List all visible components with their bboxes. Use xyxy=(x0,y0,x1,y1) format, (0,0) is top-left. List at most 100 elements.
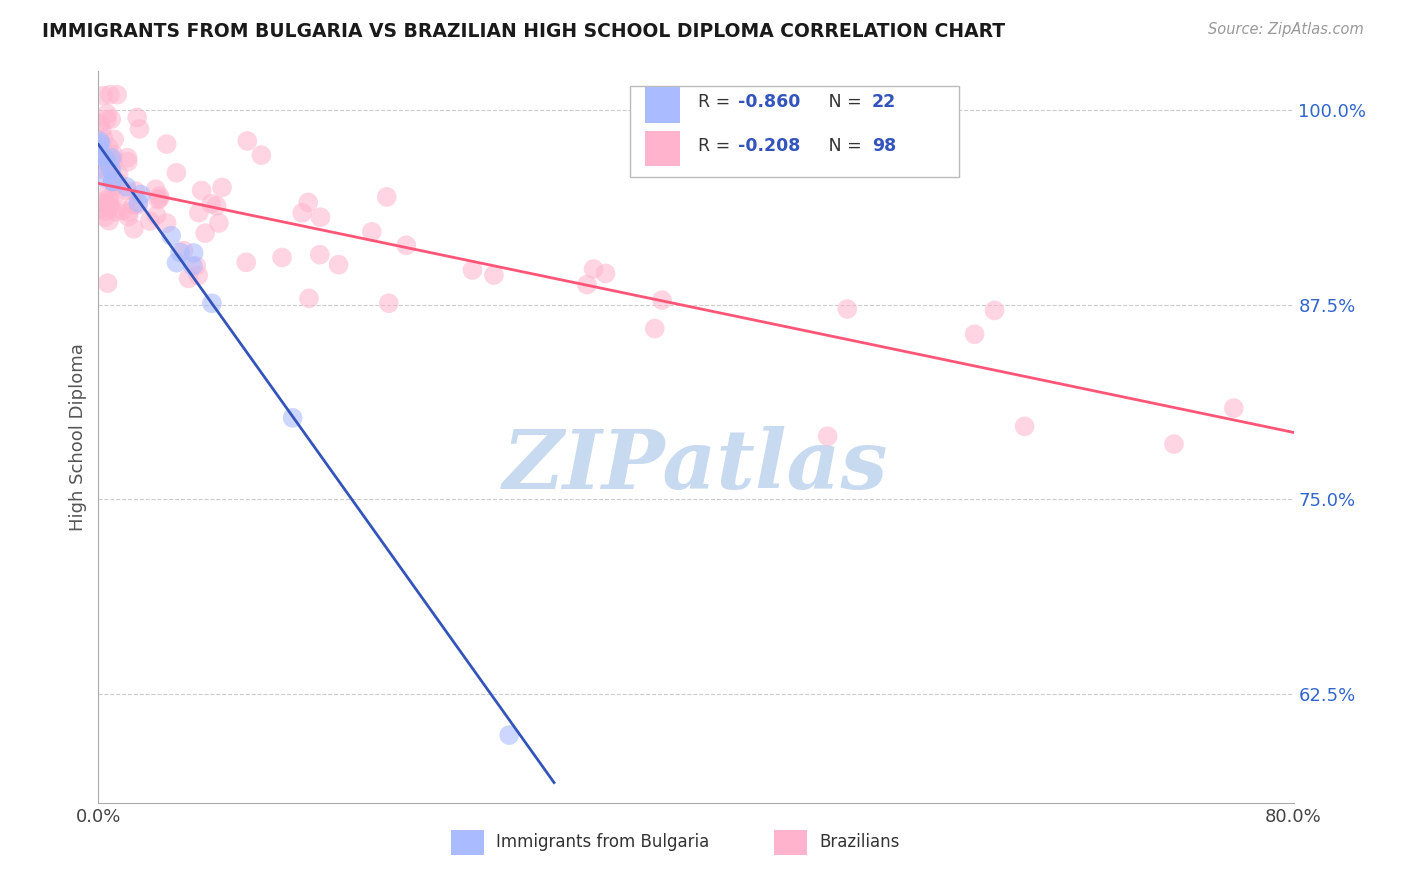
Point xyxy=(166,255,188,269)
Point xyxy=(122,222,145,236)
Point xyxy=(200,196,222,211)
Point xyxy=(115,184,138,198)
Point xyxy=(482,268,505,282)
Point xyxy=(983,303,1005,318)
Text: 98: 98 xyxy=(872,137,896,155)
Point xyxy=(281,410,304,425)
Point xyxy=(94,204,117,219)
Point xyxy=(89,136,111,151)
Point xyxy=(461,263,484,277)
Text: Brazilians: Brazilians xyxy=(820,833,900,851)
Point xyxy=(97,156,120,170)
Point xyxy=(91,170,114,185)
Point xyxy=(308,248,330,262)
Point xyxy=(124,184,146,198)
Point xyxy=(101,175,124,189)
FancyBboxPatch shape xyxy=(644,131,681,167)
Point xyxy=(100,201,122,215)
Point xyxy=(165,166,187,180)
Text: Source: ZipAtlas.com: Source: ZipAtlas.com xyxy=(1208,22,1364,37)
Point xyxy=(101,153,124,168)
Point xyxy=(90,123,112,137)
Point xyxy=(1014,419,1036,434)
Point xyxy=(201,296,224,310)
Point xyxy=(101,170,124,185)
Point xyxy=(97,276,120,290)
Point xyxy=(98,199,121,213)
Text: -0.208: -0.208 xyxy=(738,137,800,155)
Point xyxy=(183,246,205,260)
Point xyxy=(93,153,115,167)
Point xyxy=(187,268,209,283)
Point xyxy=(90,194,112,209)
Point xyxy=(177,271,200,285)
Point xyxy=(837,301,859,316)
Point xyxy=(105,87,128,102)
Point xyxy=(104,176,127,190)
Text: N =: N = xyxy=(811,137,868,155)
Point xyxy=(91,161,114,176)
Point xyxy=(87,140,110,154)
Point xyxy=(291,206,314,220)
Point xyxy=(87,151,110,165)
Point xyxy=(105,205,128,219)
Point xyxy=(90,151,112,165)
Text: ZIPatlas: ZIPatlas xyxy=(503,426,889,507)
Point xyxy=(98,194,121,208)
Point xyxy=(103,147,125,161)
Point xyxy=(651,293,673,307)
Point xyxy=(145,182,167,196)
Point xyxy=(97,140,120,154)
Point xyxy=(1223,401,1246,415)
Point xyxy=(101,174,124,188)
FancyBboxPatch shape xyxy=(644,87,681,122)
Point xyxy=(298,292,321,306)
Point xyxy=(156,216,179,230)
Point xyxy=(156,137,179,152)
Point xyxy=(146,193,169,207)
Point xyxy=(96,107,118,121)
Point xyxy=(498,728,520,742)
Point xyxy=(963,327,986,342)
Y-axis label: High School Diploma: High School Diploma xyxy=(69,343,87,531)
Point xyxy=(181,259,204,273)
Point xyxy=(100,162,122,177)
Point xyxy=(94,210,117,224)
Point xyxy=(97,191,120,205)
Point xyxy=(96,112,118,127)
Text: R =: R = xyxy=(699,137,737,155)
Text: R =: R = xyxy=(699,93,737,112)
Point xyxy=(378,296,401,310)
Point xyxy=(297,195,319,210)
Point xyxy=(186,259,208,273)
Point xyxy=(236,134,259,148)
Point xyxy=(128,122,150,136)
FancyBboxPatch shape xyxy=(451,830,485,855)
Point xyxy=(194,226,217,240)
Point xyxy=(1163,437,1185,451)
Point xyxy=(271,251,294,265)
FancyBboxPatch shape xyxy=(773,830,807,855)
Point xyxy=(169,245,191,260)
Point xyxy=(595,266,617,280)
Point xyxy=(160,228,183,243)
Point xyxy=(90,161,112,176)
Text: Immigrants from Bulgaria: Immigrants from Bulgaria xyxy=(496,833,710,851)
Point xyxy=(118,205,141,219)
Point xyxy=(87,202,110,217)
Point xyxy=(375,190,398,204)
Point xyxy=(575,277,598,292)
Point xyxy=(360,225,382,239)
FancyBboxPatch shape xyxy=(630,86,959,178)
Point xyxy=(211,180,233,194)
Point xyxy=(172,244,194,258)
Point xyxy=(235,255,257,269)
Point xyxy=(205,199,228,213)
Point xyxy=(97,150,120,164)
Point xyxy=(145,208,167,222)
Point xyxy=(582,262,605,277)
Point xyxy=(93,131,115,145)
Point xyxy=(103,132,125,146)
Point xyxy=(644,321,666,335)
Point xyxy=(127,111,149,125)
